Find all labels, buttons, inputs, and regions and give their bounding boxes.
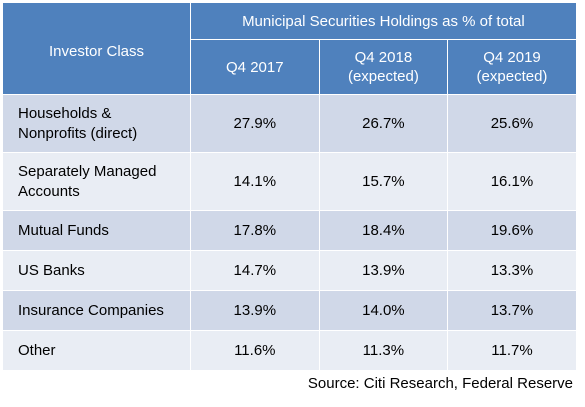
holding-value-cell: 13.9% bbox=[190, 290, 320, 331]
holding-value-cell: 26.7% bbox=[318, 94, 449, 153]
investor-class-label-line: Separately Managed bbox=[18, 162, 157, 180]
investor-class-cell: Insurance Companies bbox=[2, 290, 191, 331]
investor-class-cell: Separately Managed Accounts bbox=[2, 152, 191, 211]
table-header: Investor Class Municipal Securities Hold… bbox=[2, 2, 577, 95]
investor-class-label-line: Accounts bbox=[18, 182, 80, 200]
investor-class-cell: Other bbox=[2, 330, 191, 371]
investor-class-label-line: Other bbox=[18, 341, 56, 359]
investor-class-cell: Households & Nonprofits (direct) bbox=[2, 94, 191, 153]
investor-class-label-line: Nonprofits (direct) bbox=[18, 124, 138, 142]
holding-value-cell: 11.7% bbox=[447, 330, 577, 371]
investor-class-cell: Mutual Funds bbox=[2, 210, 191, 251]
investor-class-label-line: US Banks bbox=[18, 261, 85, 279]
holding-value-cell: 11.3% bbox=[318, 330, 449, 371]
holding-value-cell: 14.7% bbox=[190, 250, 320, 291]
holdings-group-header: Municipal Securities Holdings as % of to… bbox=[190, 2, 577, 40]
source-note: Source: Citi Research, Federal Reserve bbox=[307, 375, 573, 392]
period-header-line2: (expected) bbox=[347, 68, 419, 85]
period-header-q4-2017: Q4 2017 bbox=[190, 39, 320, 95]
period-header-line1: Q4 2019 bbox=[483, 49, 541, 66]
investor-class-label-line: Mutual Funds bbox=[18, 221, 109, 239]
table-row: Separately Managed Accounts 14.1% 15.7% 16.1… bbox=[2, 152, 577, 211]
investor-class-label-line: Insurance Companies bbox=[18, 301, 164, 319]
period-header-q4-2019: Q4 2019 (expected) bbox=[447, 39, 577, 95]
holding-value-cell: 14.1% bbox=[190, 152, 320, 211]
holding-value-cell: 19.6% bbox=[447, 210, 577, 251]
holding-value-cell: 11.6% bbox=[190, 330, 320, 371]
holding-value-cell: 13.3% bbox=[447, 250, 577, 291]
investor-class-cell: US Banks bbox=[2, 250, 191, 291]
holding-value-cell: 25.6% bbox=[447, 94, 577, 153]
table-row: Households & Nonprofits (direct) 27.9% 26.7… bbox=[2, 94, 577, 153]
table-row: Insurance Companies 13.9% 14.0% 13.7% bbox=[2, 290, 577, 331]
holdings-table: Investor Class Municipal Securities Hold… bbox=[2, 2, 577, 371]
table-row: Mutual Funds 17.8% 18.4% 19.6% bbox=[2, 210, 577, 251]
holding-value-cell: 27.9% bbox=[190, 94, 320, 153]
table-body: Households & Nonprofits (direct) 27.9% 26.7… bbox=[2, 94, 577, 371]
investor-class-label-line: Households & bbox=[18, 104, 112, 122]
holding-value-cell: 13.7% bbox=[447, 290, 577, 331]
holding-value-cell: 16.1% bbox=[447, 152, 577, 211]
period-header-line2: (expected) bbox=[476, 68, 548, 85]
table-row: Other 11.6% 11.3% 11.7% bbox=[2, 330, 577, 371]
holding-value-cell: 18.4% bbox=[318, 210, 449, 251]
period-header-line1: Q4 2018 bbox=[354, 49, 413, 66]
table-row: US Banks 14.7% 13.9% 13.3% bbox=[2, 250, 577, 291]
holding-value-cell: 17.8% bbox=[190, 210, 320, 251]
holding-value-cell: 15.7% bbox=[318, 152, 449, 211]
investor-class-header: Investor Class bbox=[2, 2, 191, 95]
holding-value-cell: 14.0% bbox=[318, 290, 449, 331]
period-header-q4-2018: Q4 2018 (expected) bbox=[318, 39, 449, 95]
holding-value-cell: 13.9% bbox=[318, 250, 449, 291]
period-header-line1: Q4 2017 bbox=[226, 58, 284, 76]
